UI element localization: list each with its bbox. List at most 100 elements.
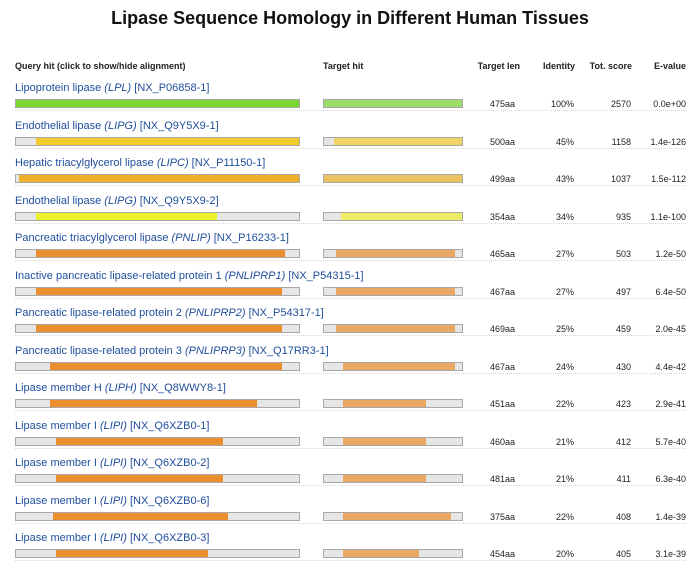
row-divider (15, 410, 686, 411)
query-alignment-fill (49, 400, 257, 407)
query-alignment-bar[interactable] (15, 136, 300, 146)
target-alignment-bar (323, 174, 463, 183)
query-hit-link[interactable]: Pancreatic lipase-related protein 3 (PNL… (15, 345, 329, 357)
table-row: Endothelial lipase (LIPG) [NX_Q9Y5X9-2] … (0, 195, 700, 233)
target-alignment-bar (323, 136, 463, 146)
identity-value: 21% (555, 474, 574, 484)
table-row: Hepatic triacylglycerol lipase (LIPC) [N… (0, 157, 700, 195)
accession-id: [NX_Q6XZB0-1] (126, 419, 210, 432)
query-alignment-bar[interactable] (15, 436, 300, 446)
gene-symbol: (PNLIP) (171, 232, 211, 244)
e-value: 1.1e-100 (650, 211, 686, 222)
e-value: 6.4e-50 (655, 286, 686, 297)
row-divider (15, 560, 686, 561)
table-row: Lipase member I (LIPI) [NX_Q6XZB0-2] 481… (0, 457, 700, 495)
table-row: Pancreatic lipase-related protein 3 (PNL… (0, 345, 700, 383)
total-score: 408 (615, 511, 631, 522)
target-length: 354aa (489, 211, 515, 222)
header-target-hit: Target hit (323, 61, 364, 71)
identity-value: 45% (555, 136, 574, 147)
query-alignment-fill (35, 212, 217, 220)
e-value: 1.4e-39 (655, 511, 686, 522)
query-alignment-bar[interactable] (15, 399, 300, 408)
e-value: 2.9e-41 (655, 399, 686, 409)
query-hit-link[interactable]: Lipase member I (LIPI) [NX_Q6XZB0-2] (15, 457, 209, 469)
target-length: 375aa (489, 511, 515, 522)
query-hit-link[interactable]: Endothelial lipase (LIPG) [NX_Q9Y5X9-2] (15, 195, 219, 207)
query-hit-link[interactable]: Inactive pancreatic lipase-related prote… (15, 270, 364, 282)
total-score: 2570 (610, 99, 631, 109)
query-hit-link[interactable]: Endothelial lipase (LIPG) [NX_Q9Y5X9-1] (15, 120, 219, 132)
table-row: Lipase member I (LIPI) [NX_Q6XZB0-1] 460… (0, 420, 700, 458)
identity-value: 21% (555, 436, 574, 447)
target-alignment-fill (324, 100, 462, 107)
target-alignment-fill (336, 250, 456, 257)
e-value: 2.0e-45 (655, 324, 686, 334)
query-alignment-fill (16, 100, 299, 107)
query-alignment-bar[interactable] (15, 286, 300, 296)
query-hit-link[interactable]: Lipoprotein lipase (LPL) [NX_P06858-1] (15, 82, 209, 94)
header-identity: Identity (542, 61, 575, 71)
row-divider (15, 147, 686, 149)
target-length: 467aa (489, 361, 515, 372)
table-row: Inactive pancreatic lipase-related prote… (0, 270, 700, 308)
query-alignment-bar[interactable] (15, 511, 300, 521)
header-e-value: E-value (653, 61, 686, 71)
target-length: 465aa (489, 249, 515, 259)
identity-value: 25% (555, 324, 574, 334)
identity-value: 20% (555, 549, 574, 559)
row-divider (15, 335, 686, 336)
header-query-hit: Query hit (click to show/hide alignment) (15, 61, 186, 71)
query-hit-link[interactable]: Lipase member I (LIPI) [NX_Q6XZB0-1] (15, 420, 209, 432)
target-alignment-bar (323, 474, 463, 483)
identity-value: 27% (555, 286, 574, 297)
e-value: 0.0e+00 (653, 99, 686, 109)
protein-name: Lipase member I (15, 532, 100, 544)
table-row: Lipase member H (LIPH) [NX_Q8WWY8-1] 451… (0, 382, 700, 420)
query-alignment-bar[interactable] (15, 211, 300, 221)
query-hit-link[interactable]: Pancreatic triacylglycerol lipase (PNLIP… (15, 232, 289, 244)
total-score: 411 (616, 474, 631, 484)
row-divider (15, 110, 686, 111)
identity-value: 24% (555, 361, 574, 372)
identity-value: 22% (555, 511, 574, 522)
accession-id: [NX_P16233-1] (210, 232, 289, 244)
gene-symbol: (PNLIPRP1) (224, 269, 286, 282)
protein-name: Lipase member I (15, 494, 100, 507)
query-alignment-bar[interactable] (15, 549, 300, 558)
target-length: 467aa (489, 286, 515, 297)
total-score: 412 (615, 436, 631, 447)
row-divider (15, 222, 686, 224)
target-length: 454aa (489, 549, 515, 559)
target-alignment-bar (323, 361, 463, 371)
target-alignment-fill (343, 362, 456, 370)
query-alignment-fill (35, 325, 282, 332)
target-alignment-bar (323, 286, 463, 296)
accession-id: [NX_Q9Y5X9-2] (136, 194, 219, 207)
target-length: 475aa (489, 99, 515, 109)
query-alignment-fill (35, 250, 285, 257)
target-length: 469aa (489, 324, 515, 334)
query-hit-link[interactable]: Pancreatic lipase-related protein 2 (PNL… (15, 307, 324, 319)
total-score: 1158 (611, 136, 631, 147)
query-hit-link[interactable]: Hepatic triacylglycerol lipase (LIPC) [N… (15, 157, 265, 169)
row-divider (15, 260, 686, 261)
query-alignment-bar[interactable] (15, 361, 300, 371)
query-hit-link[interactable]: Lipase member I (LIPI) [NX_Q6XZB0-6] (15, 495, 209, 507)
target-length: 500aa (489, 136, 515, 147)
table-row: Lipoprotein lipase (LPL) [NX_P06858-1] 4… (0, 82, 700, 120)
query-alignment-bar[interactable] (15, 249, 300, 258)
target-alignment-fill (336, 287, 456, 295)
query-alignment-bar[interactable] (15, 174, 300, 183)
query-hit-link[interactable]: Lipase member I (LIPI) [NX_Q6XZB0-3] (15, 532, 209, 544)
protein-name: Lipase member H (15, 382, 105, 394)
query-alignment-bar[interactable] (15, 474, 300, 483)
target-alignment-fill (343, 512, 451, 520)
identity-value: 27% (555, 249, 574, 259)
accession-id: [NX_P54315-1] (285, 269, 364, 282)
target-alignment-fill (343, 437, 427, 445)
query-alignment-bar[interactable] (15, 324, 300, 333)
table-row: Pancreatic lipase-related protein 2 (PNL… (0, 307, 700, 345)
query-alignment-bar[interactable] (15, 99, 300, 108)
query-hit-link[interactable]: Lipase member H (LIPH) [NX_Q8WWY8-1] (15, 382, 226, 394)
